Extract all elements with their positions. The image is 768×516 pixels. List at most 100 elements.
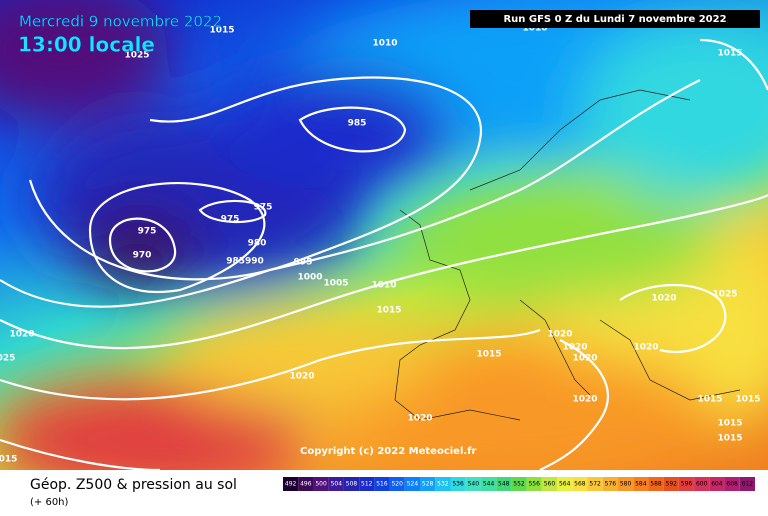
scale-label: 492 (285, 481, 297, 488)
isobar-label: 015 (0, 455, 17, 465)
scale-cell (526, 477, 542, 491)
isobar-label: 975 (138, 227, 157, 237)
isobar-label: 1015 (376, 306, 401, 316)
scale-cell (328, 477, 344, 491)
scale-label: 536 (452, 481, 464, 488)
legend-title: Géop. Z500 & pression au sol (30, 477, 237, 493)
scale-label: 508 (346, 481, 358, 488)
scale-cell (480, 477, 497, 491)
scale-label: 576 (605, 481, 617, 488)
scale-cell (496, 477, 512, 491)
scale-label: 612 (742, 481, 754, 488)
scale-label: 600 (696, 481, 708, 488)
isobar-label: 1020 (572, 395, 597, 405)
scale-label: 496 (300, 481, 312, 488)
scale-cell (694, 477, 710, 491)
scale-cell (633, 477, 649, 491)
scale-label: 548 (498, 481, 510, 488)
scale-label: 512 (361, 481, 373, 488)
scale-cell (313, 477, 329, 491)
map: 1015 1010 1010 1015 1025 985 975 975 980 975 970 98… (0, 0, 768, 470)
scale-cell (572, 477, 588, 491)
copyright: Copyright (c) 2022 Meteociel.fr (300, 446, 477, 457)
scale-cell (298, 477, 314, 491)
scale-cell (709, 477, 725, 491)
scale-cell (389, 477, 405, 491)
scale-label: 564 (559, 481, 571, 488)
isobar-label: 1020 (562, 343, 587, 353)
run-box (470, 10, 760, 28)
scale-cell (420, 477, 436, 491)
run-info: Run GFS 0 Z du Lundi 7 novembre 2022 (503, 14, 726, 25)
isobar-label: 1015 (717, 419, 742, 429)
isobar-label: 1005 (323, 279, 348, 289)
isobar-label: 995 (294, 258, 313, 268)
forecast-date: Mercredi 9 novembre 2022 (19, 13, 222, 31)
isobar-label: 1000 (297, 273, 322, 283)
scale-cell (557, 477, 573, 491)
scale-label: 596 (681, 481, 693, 488)
scale-cell (541, 477, 558, 491)
isobar-labels: 1015 1010 1010 1015 1025 985 975 975 980 975 970 98… (0, 24, 761, 465)
isobar-label: 1020 (289, 372, 314, 382)
isobar-label: 1020 (633, 343, 658, 353)
isobar-label: 1020 (651, 294, 676, 304)
scale-cell (404, 477, 421, 491)
isobar-label: 1015 (697, 395, 722, 405)
scale-cell (511, 477, 527, 491)
scale-label: 588 (650, 481, 662, 488)
scale-label: 524 (407, 481, 419, 488)
scale-label: 608 (726, 481, 738, 488)
scale-cell (678, 477, 695, 491)
scale-cell (602, 477, 618, 491)
isobar-label: 1020 (547, 330, 572, 340)
scale-label: 500 (315, 481, 327, 488)
scale-cell (663, 477, 679, 491)
scale-cell (648, 477, 664, 491)
scale-label: 592 (666, 481, 678, 488)
height-field (0, 0, 768, 470)
isobar-label: 975 (221, 215, 240, 225)
scale-label: 584 (635, 481, 647, 488)
scale-label: 560 (544, 481, 556, 488)
scale-label: 568 (574, 481, 586, 488)
isobar-label: 1015 (717, 49, 742, 59)
scale-label: 556 (528, 481, 540, 488)
scale-label: 532 (437, 481, 449, 488)
isobar-label: 1010 (372, 39, 397, 49)
scale-cell (617, 477, 634, 491)
scale-label: 516 (376, 481, 388, 488)
isobar-label: 1015 (717, 434, 742, 444)
scale-label: 580 (620, 481, 632, 488)
isobar-label: 985990 (226, 257, 264, 267)
scale-cell (724, 477, 740, 491)
scale-cell (465, 477, 481, 491)
scale-cell (450, 477, 466, 491)
isobar-label: 985 (348, 119, 367, 129)
scale-label: 504 (331, 481, 343, 488)
scale-label: 544 (483, 481, 495, 488)
isobar-label: 980 (248, 239, 267, 249)
isobar-label: 975 (254, 203, 273, 213)
forecast-time: 13:00 locale (18, 33, 155, 57)
scale-cell (283, 477, 299, 491)
coastlines (394, 89, 741, 421)
scale-label: 540 (468, 481, 480, 488)
isobar-label: 1020 (572, 354, 597, 364)
lead-time: (+ 60h) (30, 497, 69, 508)
isobar-label: 970 (133, 251, 152, 261)
isobars (0, 38, 768, 470)
isobar-label: 1015 (735, 395, 760, 405)
isobar-label: 1015 (476, 350, 501, 360)
scale-label: 604 (711, 481, 723, 488)
isobar-label: 1025 (712, 290, 737, 300)
isobar-label: 1010 (522, 24, 547, 34)
isobar-label: 1020 (407, 414, 432, 424)
scale-cell (587, 477, 603, 491)
isobar-label: 1025 (124, 51, 149, 61)
isobar-label: 1020 (9, 330, 34, 340)
color-scale: 492 496 500 504 508 512 516 520 524 528 532 536 540 5… (283, 477, 755, 491)
scale-label: 572 (589, 481, 601, 488)
isobar-label: 1010 (371, 281, 396, 291)
